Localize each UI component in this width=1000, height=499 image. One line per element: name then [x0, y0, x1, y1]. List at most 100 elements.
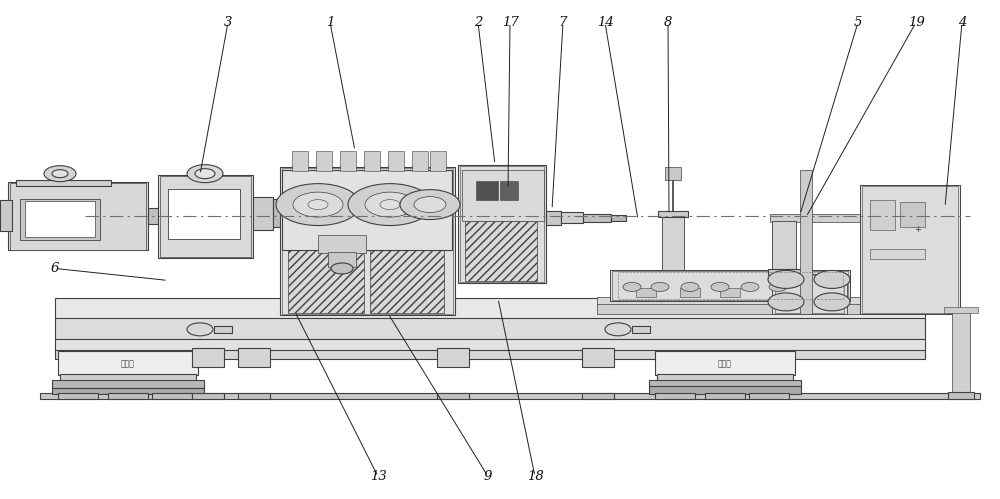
Bar — [340, 151, 356, 171]
Text: 19: 19 — [908, 16, 924, 29]
Bar — [632, 326, 650, 333]
Bar — [658, 211, 688, 217]
Bar — [582, 393, 614, 399]
Circle shape — [348, 184, 432, 226]
Circle shape — [365, 192, 415, 217]
Bar — [282, 170, 452, 250]
Bar — [655, 393, 695, 399]
Bar — [168, 189, 240, 239]
Bar — [52, 388, 204, 394]
Bar — [546, 211, 561, 225]
Bar — [860, 185, 960, 314]
Bar — [152, 393, 192, 399]
Circle shape — [711, 282, 729, 291]
Text: 减震器: 减震器 — [121, 359, 135, 368]
Bar — [611, 215, 626, 221]
Text: 2: 2 — [474, 16, 482, 29]
Bar — [597, 297, 907, 305]
Circle shape — [768, 293, 804, 311]
Bar — [870, 249, 925, 259]
Bar — [273, 199, 281, 227]
Bar — [705, 393, 745, 399]
Bar — [612, 271, 848, 300]
Circle shape — [400, 190, 460, 220]
Bar — [582, 348, 614, 367]
Bar — [775, 275, 844, 313]
Bar — [749, 393, 789, 399]
Circle shape — [814, 293, 850, 311]
Bar — [597, 304, 907, 314]
Bar — [292, 151, 308, 171]
Bar — [192, 348, 224, 367]
Bar — [58, 393, 98, 399]
Bar — [657, 374, 793, 381]
Circle shape — [293, 192, 343, 217]
Text: 5: 5 — [854, 16, 862, 29]
Bar — [870, 200, 895, 230]
Bar — [649, 386, 801, 394]
Bar — [238, 393, 270, 399]
Text: 13: 13 — [370, 470, 386, 483]
Bar — [500, 181, 518, 200]
Bar — [20, 199, 100, 240]
Text: 7: 7 — [559, 16, 567, 29]
Text: 4: 4 — [958, 16, 966, 29]
Bar — [476, 181, 498, 200]
Text: 1: 1 — [326, 16, 334, 29]
Bar — [238, 348, 270, 367]
Circle shape — [414, 197, 446, 213]
Bar — [55, 318, 925, 340]
Bar — [16, 180, 111, 186]
Circle shape — [651, 282, 669, 291]
Bar — [944, 307, 978, 313]
Bar — [25, 201, 95, 237]
Bar — [328, 252, 356, 267]
Bar — [55, 350, 925, 359]
Bar — [214, 326, 232, 333]
Bar — [288, 250, 364, 313]
Bar — [610, 270, 850, 301]
Bar — [430, 151, 446, 171]
Text: 14: 14 — [597, 16, 613, 29]
Circle shape — [623, 282, 641, 291]
Bar — [160, 176, 251, 257]
Bar — [649, 380, 801, 388]
Bar — [437, 348, 469, 367]
Bar — [655, 351, 795, 375]
Bar — [162, 209, 168, 222]
Bar — [10, 183, 146, 250]
Circle shape — [681, 282, 699, 291]
Text: 6: 6 — [51, 262, 59, 275]
Bar — [465, 221, 537, 281]
Bar — [561, 212, 583, 223]
Bar — [662, 215, 684, 270]
Bar — [900, 202, 925, 227]
Bar — [60, 374, 196, 381]
Bar — [8, 182, 148, 250]
Bar — [768, 269, 800, 275]
Bar — [55, 339, 925, 352]
Bar — [862, 186, 958, 313]
Bar — [800, 170, 812, 314]
Circle shape — [308, 200, 328, 210]
Circle shape — [44, 166, 76, 182]
Bar — [772, 221, 796, 270]
Bar — [253, 197, 273, 230]
Circle shape — [814, 270, 850, 288]
Bar — [316, 151, 332, 171]
Circle shape — [187, 323, 213, 336]
Circle shape — [187, 165, 223, 183]
Bar — [412, 151, 428, 171]
Bar — [108, 393, 148, 399]
Circle shape — [741, 282, 759, 291]
Circle shape — [195, 169, 215, 179]
Bar — [280, 167, 455, 315]
Bar — [282, 168, 453, 314]
Bar — [370, 250, 444, 313]
Bar — [618, 272, 843, 299]
Bar — [458, 165, 546, 283]
Bar — [770, 214, 870, 222]
Circle shape — [52, 170, 68, 178]
Bar — [318, 235, 366, 253]
Bar — [720, 288, 740, 297]
